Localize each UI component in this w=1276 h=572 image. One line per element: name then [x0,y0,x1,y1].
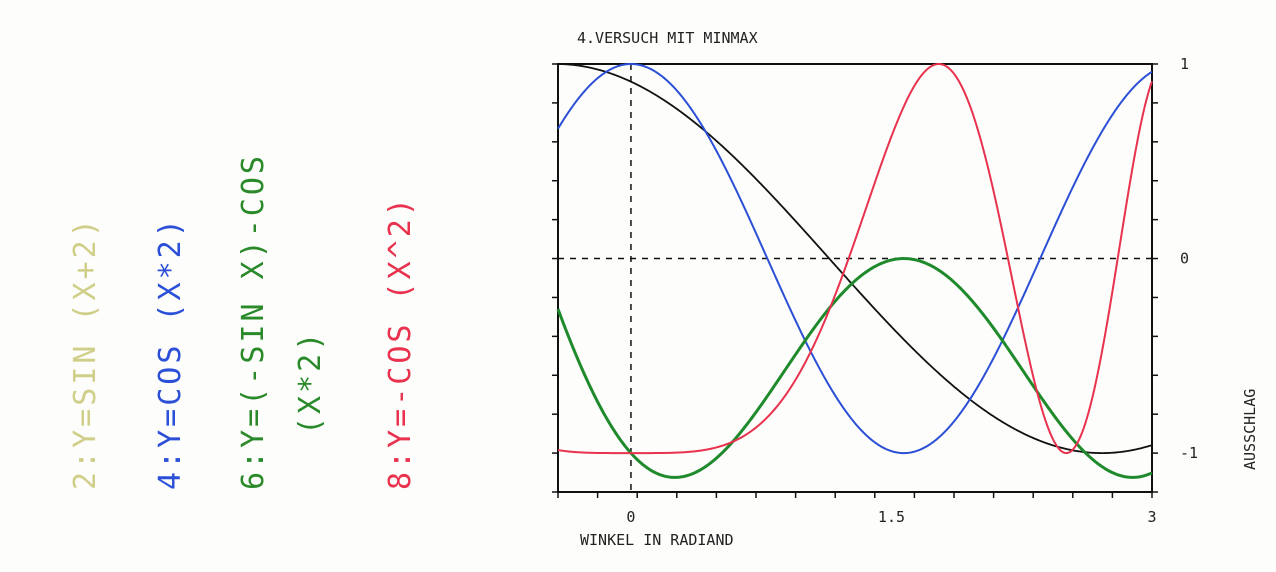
chart-title: 4.VERSUCH MIT MINMAX [577,29,758,47]
series-line-3 [556,257,1153,479]
series-line-2 [557,63,1153,455]
y-axis-label: AUSSCHLAG [1241,389,1259,470]
x-tick-label: 3 [1147,508,1156,526]
x-tick-labels: 0 1.5 3 [626,508,1156,526]
plot-frame [557,63,1153,493]
x-tick-label: 1.5 [878,508,905,526]
x-axis-label: WINKEL IN RADIAND [580,531,734,549]
legend: 2:Y=SIN (X+2) 4:Y=COS (X*2) 6:Y=(-SIN X)… [68,153,418,490]
legend-entry-sincos-line1: 6:Y=(-SIN X)-COS [236,153,271,490]
legend-entry-sincos-line2: (X*2) [293,330,328,435]
series-group [556,63,1153,479]
y-tick-label: 0 [1180,250,1189,268]
axis-ticks [552,63,1158,498]
legend-entry-sin: 2:Y=SIN (X+2) [68,216,103,490]
legend-entry-cos: 4:Y=COS (X*2) [153,216,188,490]
y-tick-labels: 1 0 -1 [1180,55,1198,462]
y-tick-label: -1 [1180,444,1198,462]
x-tick-label: 0 [626,508,635,526]
y-tick-label: 1 [1180,55,1189,73]
series-line-4 [557,63,1153,455]
legend-entry-negcos: 8:Y=-COS (X^2) [383,195,418,490]
series-line-1 [557,63,1153,454]
